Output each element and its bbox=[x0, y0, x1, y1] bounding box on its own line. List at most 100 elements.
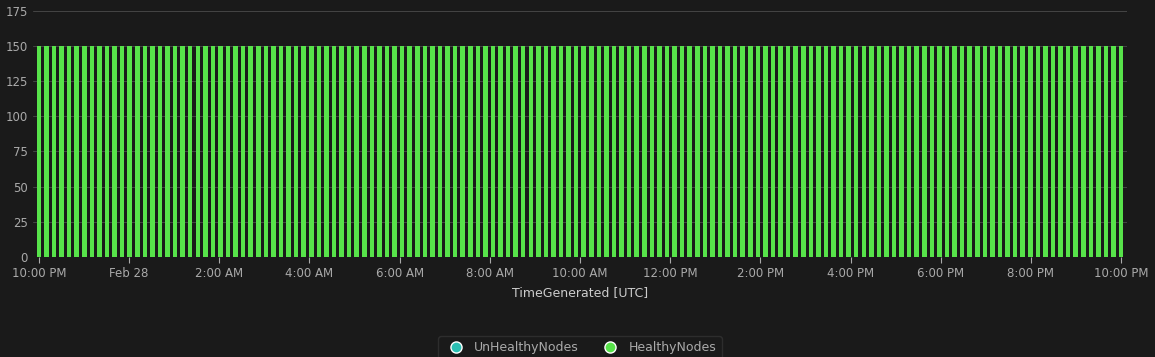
Bar bbox=[574, 46, 579, 257]
Bar bbox=[672, 46, 677, 257]
Bar bbox=[619, 46, 624, 257]
Bar bbox=[907, 46, 911, 257]
Bar bbox=[142, 46, 147, 257]
Bar bbox=[725, 46, 730, 257]
Bar bbox=[301, 46, 306, 257]
Bar bbox=[483, 46, 487, 257]
Bar bbox=[340, 46, 344, 257]
Bar bbox=[581, 46, 586, 257]
Bar bbox=[627, 46, 632, 257]
Bar bbox=[1096, 46, 1101, 257]
Bar bbox=[438, 46, 442, 257]
Bar bbox=[930, 46, 934, 257]
Legend: UnHealthyNodes, HealthyNodes: UnHealthyNodes, HealthyNodes bbox=[438, 336, 722, 357]
Bar bbox=[150, 46, 155, 257]
Bar bbox=[793, 46, 798, 257]
Bar bbox=[400, 46, 404, 257]
Bar bbox=[263, 46, 268, 257]
Bar bbox=[346, 46, 351, 257]
Bar bbox=[998, 46, 1003, 257]
Bar bbox=[408, 46, 412, 257]
Bar bbox=[127, 46, 132, 257]
Bar bbox=[195, 46, 200, 257]
Bar bbox=[665, 46, 669, 257]
Bar bbox=[657, 46, 662, 257]
Bar bbox=[430, 46, 434, 257]
Bar bbox=[1119, 46, 1124, 257]
Bar bbox=[717, 46, 722, 257]
Bar bbox=[1073, 46, 1078, 257]
Bar bbox=[468, 46, 472, 257]
Bar bbox=[832, 46, 836, 257]
Bar bbox=[968, 46, 973, 257]
Bar bbox=[453, 46, 457, 257]
Bar bbox=[740, 46, 745, 257]
Bar bbox=[498, 46, 502, 257]
Bar bbox=[1028, 46, 1033, 257]
Bar bbox=[378, 46, 381, 257]
Bar bbox=[634, 46, 639, 257]
Bar bbox=[446, 46, 449, 257]
Bar bbox=[355, 46, 359, 257]
Bar bbox=[763, 46, 768, 257]
Bar bbox=[770, 46, 775, 257]
Bar bbox=[325, 46, 329, 257]
Bar bbox=[559, 46, 564, 257]
Bar bbox=[90, 46, 94, 257]
Bar bbox=[1013, 46, 1018, 257]
Bar bbox=[37, 46, 42, 257]
Bar bbox=[225, 46, 230, 257]
Bar bbox=[937, 46, 941, 257]
Bar bbox=[945, 46, 949, 257]
Bar bbox=[218, 46, 223, 257]
Bar bbox=[82, 46, 87, 257]
Bar bbox=[370, 46, 374, 257]
Bar bbox=[476, 46, 480, 257]
Bar bbox=[1005, 46, 1009, 257]
Bar bbox=[642, 46, 647, 257]
Bar bbox=[59, 46, 64, 257]
Bar bbox=[120, 46, 125, 257]
Bar bbox=[415, 46, 419, 257]
Bar bbox=[612, 46, 617, 257]
Bar bbox=[551, 46, 556, 257]
Bar bbox=[385, 46, 389, 257]
Bar bbox=[241, 46, 246, 257]
Bar bbox=[854, 46, 858, 257]
Bar bbox=[1043, 46, 1048, 257]
Bar bbox=[824, 46, 828, 257]
Bar bbox=[293, 46, 298, 257]
Bar bbox=[975, 46, 979, 257]
Bar bbox=[732, 46, 737, 257]
Bar bbox=[869, 46, 873, 257]
Bar bbox=[922, 46, 926, 257]
Bar bbox=[892, 46, 896, 257]
Bar bbox=[536, 46, 541, 257]
Bar bbox=[393, 46, 397, 257]
Bar bbox=[817, 46, 821, 257]
Bar bbox=[839, 46, 843, 257]
Bar bbox=[687, 46, 692, 257]
Bar bbox=[362, 46, 366, 257]
Bar bbox=[544, 46, 549, 257]
Bar bbox=[256, 46, 261, 257]
Bar bbox=[180, 46, 185, 257]
Bar bbox=[331, 46, 336, 257]
Bar bbox=[97, 46, 102, 257]
Bar bbox=[566, 46, 571, 257]
Bar bbox=[1051, 46, 1056, 257]
Bar bbox=[233, 46, 238, 257]
Bar bbox=[808, 46, 813, 257]
Bar bbox=[1088, 46, 1093, 257]
Bar bbox=[983, 46, 988, 257]
Bar bbox=[165, 46, 170, 257]
Bar bbox=[953, 46, 956, 257]
Bar bbox=[1081, 46, 1086, 257]
Bar bbox=[1058, 46, 1063, 257]
Bar bbox=[491, 46, 495, 257]
Bar bbox=[1104, 46, 1109, 257]
Bar bbox=[885, 46, 888, 257]
Bar bbox=[702, 46, 707, 257]
Bar bbox=[105, 46, 110, 257]
Bar bbox=[1066, 46, 1071, 257]
